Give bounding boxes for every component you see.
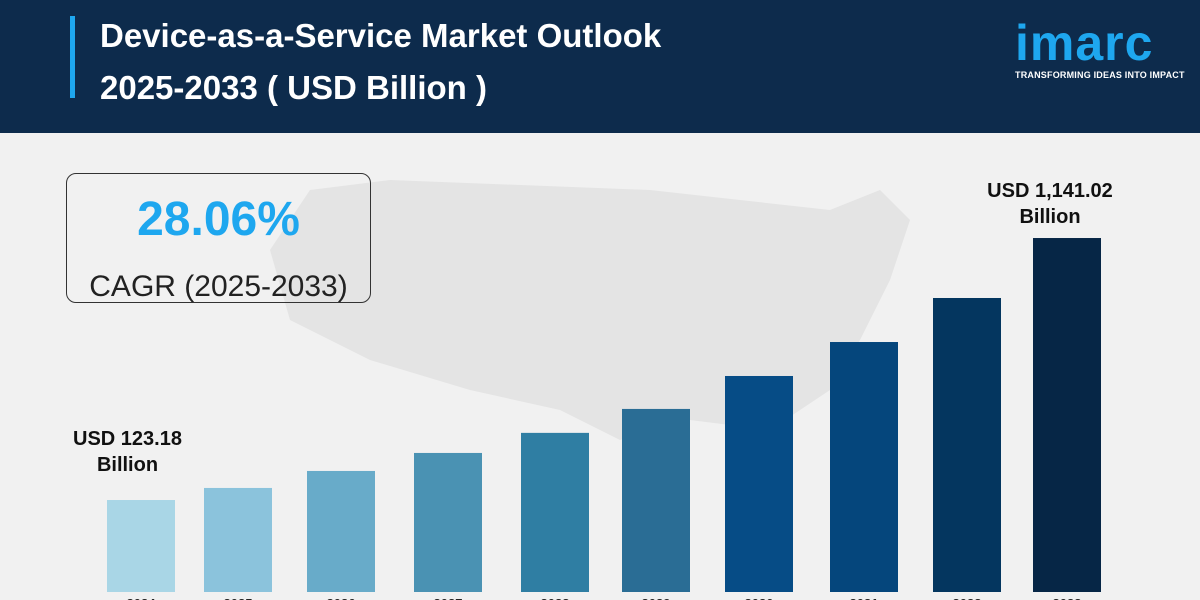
bar-2031 xyxy=(830,342,898,592)
bar-2030 xyxy=(725,375,793,592)
title-accent-bar xyxy=(70,16,75,98)
logo-tagline: TRANSFORMING IDEAS INTO IMPACT xyxy=(1015,70,1185,80)
page-title: Device-as-a-Service Market Outlook 2025-… xyxy=(100,10,800,114)
x-tick-label: 2024 xyxy=(127,596,157,600)
header-banner: Device-as-a-Service Market Outlook 2025-… xyxy=(0,0,1200,133)
bar-2026 xyxy=(307,470,375,592)
bar-2029 xyxy=(622,408,690,592)
last-bar-label-line2: Billion xyxy=(1019,206,1081,228)
cagr-value: 28.06% xyxy=(137,193,300,246)
first-bar-label-line1: USD 123.18 xyxy=(73,428,182,450)
imarc-logo: imarc TRANSFORMING IDEAS INTO IMPACT xyxy=(1015,18,1185,80)
bar-2025 xyxy=(204,487,272,592)
cagr-box: 28.06% CAGR (2025-2033) xyxy=(66,173,371,303)
bar-2024 xyxy=(107,500,175,592)
bar-2028 xyxy=(521,432,589,592)
first-bar-label-line2: Billion xyxy=(96,454,159,476)
bar-2033 xyxy=(1033,238,1101,593)
last-bar-label: USD 1,141.02 Billion xyxy=(960,178,1140,230)
x-tick-label: 2033 xyxy=(1053,596,1082,600)
cagr-label: CAGR (2025-2033) xyxy=(89,270,348,303)
bar-2032 xyxy=(933,297,1001,592)
x-tick-label: 2030 xyxy=(745,596,774,600)
x-tick-label: 2027 xyxy=(434,596,463,600)
x-tick-label: 2026 xyxy=(327,596,356,600)
us-map-silhouette-icon xyxy=(270,180,910,440)
title-line-2: 2025-2033 ( USD Billion ) xyxy=(100,69,487,106)
bar-2027 xyxy=(414,452,482,592)
x-tick-label: 2025 xyxy=(224,596,253,600)
x-tick-label: 2029 xyxy=(642,596,671,600)
logo-wordmark: imarc xyxy=(1015,15,1154,71)
last-bar-label-line1: USD 1,141.02 xyxy=(987,180,1113,202)
title-line-1: Device-as-a-Service Market Outlook xyxy=(100,17,662,54)
x-tick-label: 2028 xyxy=(541,596,570,600)
first-bar-label: USD 123.18 Billion xyxy=(55,426,200,478)
x-tick-label: 2031 xyxy=(850,596,879,600)
x-tick-label: 2032 xyxy=(953,596,982,600)
